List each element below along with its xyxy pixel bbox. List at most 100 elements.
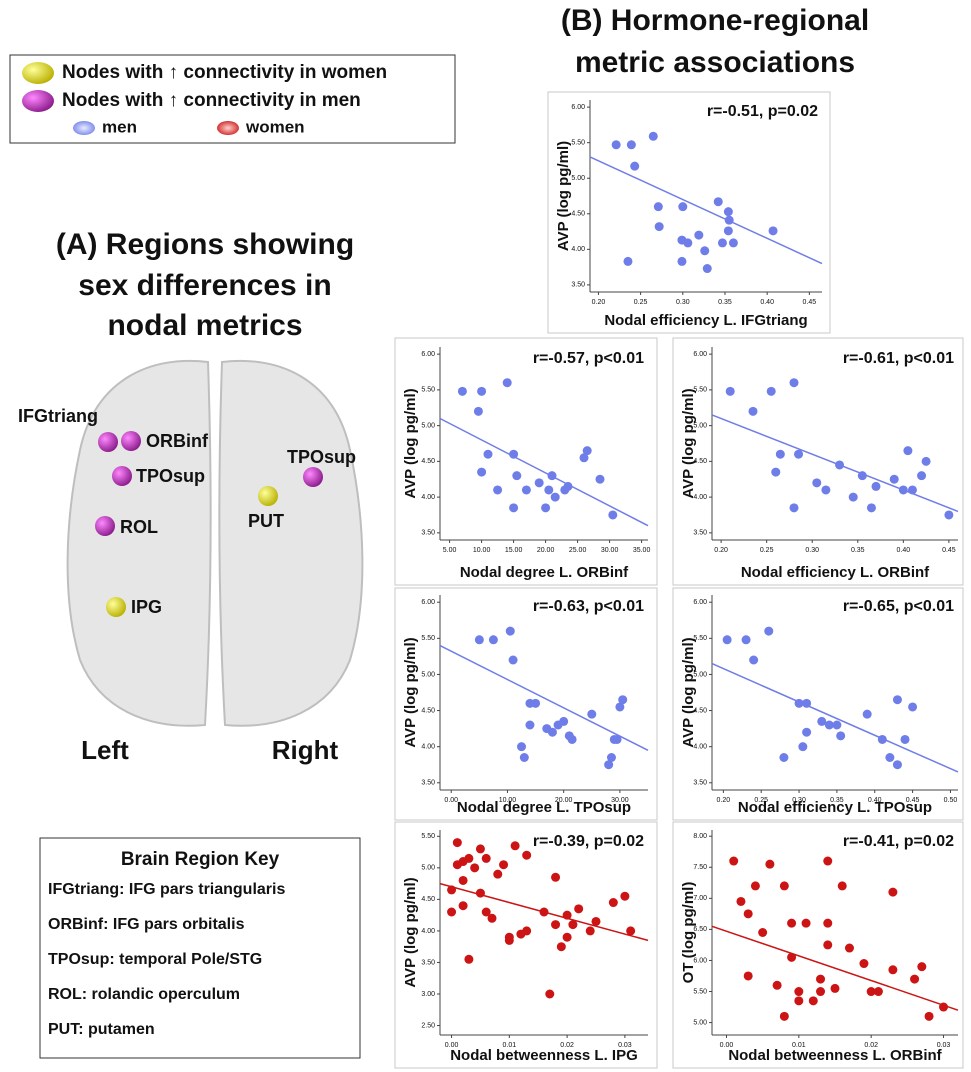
point (742, 635, 751, 644)
point (816, 975, 825, 984)
legend-text: women (245, 117, 305, 136)
point (447, 908, 456, 917)
y-tick-label: 8.00 (693, 833, 707, 840)
point (874, 987, 883, 996)
legend-swatch (22, 90, 54, 112)
point (623, 257, 632, 266)
point (794, 987, 803, 996)
point (890, 475, 899, 484)
x-tick-label: 15.00 (505, 547, 523, 554)
y-tick-label: 5.00 (693, 1019, 707, 1026)
point (729, 238, 738, 247)
point (458, 387, 467, 396)
point (725, 216, 734, 225)
point (910, 975, 919, 984)
point (694, 231, 703, 240)
point (531, 699, 540, 708)
x-tick-label: 0.50 (944, 797, 958, 804)
point (506, 627, 515, 636)
y-tick-label: 5.50 (421, 387, 435, 394)
point (503, 378, 512, 387)
point (551, 920, 560, 929)
annotation: r=-0.51, p=0.02 (707, 103, 818, 120)
x-tick-label: 5.00 (443, 547, 457, 554)
y-tick-label: 4.00 (421, 744, 435, 751)
point (511, 841, 520, 850)
chart-frame (673, 588, 963, 820)
point (482, 854, 491, 863)
point (551, 873, 560, 882)
point (470, 863, 479, 872)
y-axis-label: AVP (log pg/ml) (402, 637, 419, 747)
point (522, 851, 531, 860)
x-tick-label: 0.35 (718, 299, 732, 306)
point (714, 197, 723, 206)
x-tick-label: 0.25 (760, 547, 774, 554)
y-axis-label: AVP (log pg/ml) (680, 388, 697, 498)
point (655, 222, 664, 231)
point (831, 984, 840, 993)
point (794, 450, 803, 459)
point (563, 933, 572, 942)
point (872, 482, 881, 491)
point (548, 471, 557, 480)
point (867, 503, 876, 512)
y-tick-label: 3.50 (421, 780, 435, 787)
x-tick-label: 0.45 (942, 547, 956, 554)
key-row: IFGtriang: IFG pars triangularis (48, 881, 285, 898)
point (609, 898, 618, 907)
point (613, 735, 622, 744)
point (845, 944, 854, 953)
point (477, 387, 486, 396)
x-axis-label: Nodal efficiency L. ORBinf (741, 564, 930, 581)
point (477, 468, 486, 477)
point (863, 710, 872, 719)
point (512, 471, 521, 480)
point (758, 928, 767, 937)
point (908, 485, 917, 494)
point (548, 728, 557, 737)
point (612, 140, 621, 149)
point (922, 457, 931, 466)
node (112, 466, 132, 486)
point (823, 940, 832, 949)
point (700, 246, 709, 255)
y-axis-label: AVP (log pg/ml) (402, 388, 419, 498)
y-axis-label: OT (log pg/ml) (680, 882, 697, 984)
y-tick-label: 3.50 (421, 959, 435, 966)
point (925, 1012, 934, 1021)
point (798, 742, 807, 751)
annotation: r=-0.65, p<0.01 (843, 598, 954, 615)
point (464, 955, 473, 964)
node-label: ORBinf (146, 431, 209, 451)
point (703, 264, 712, 273)
x-tick-label: 30.00 (601, 547, 619, 554)
point (859, 959, 868, 968)
point (790, 503, 799, 512)
y-tick-label: 4.50 (421, 458, 435, 465)
point (888, 965, 897, 974)
point (459, 901, 468, 910)
point (835, 460, 844, 469)
point (654, 202, 663, 211)
point (899, 485, 908, 494)
node (303, 467, 323, 487)
y-tick-label: 3.50 (421, 530, 435, 537)
point (447, 885, 456, 894)
point (627, 140, 636, 149)
point (568, 735, 577, 744)
x-tick-label: 0.40 (760, 299, 774, 306)
point (885, 753, 894, 762)
node-label: TPOsup (287, 447, 356, 467)
point (541, 503, 550, 512)
node-label: IPG (131, 597, 162, 617)
point (893, 760, 902, 769)
panel-title: (B) Hormone-regional (561, 4, 869, 37)
point (574, 904, 583, 913)
point (812, 478, 821, 487)
point (476, 844, 485, 853)
x-tick-label: 0.20 (717, 797, 731, 804)
point (823, 919, 832, 928)
point (484, 450, 493, 459)
point (787, 919, 796, 928)
